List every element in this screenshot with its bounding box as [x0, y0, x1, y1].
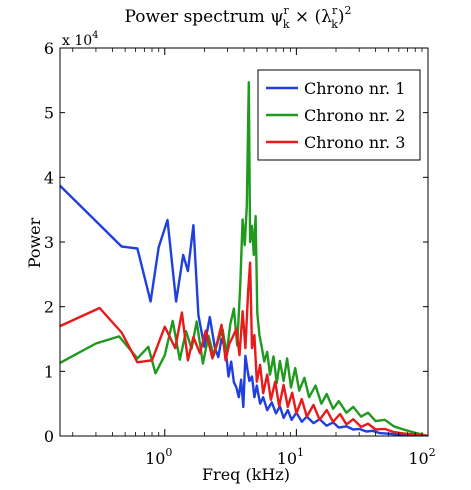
- x-tick-label: 100: [145, 446, 172, 468]
- y-multiplier-base: x 10: [62, 33, 92, 49]
- x-axis-label: Freq (kHz): [202, 465, 290, 484]
- title-psi-sup: r: [284, 4, 290, 17]
- title-times: × (: [289, 7, 321, 27]
- y-tick-label: 2: [44, 298, 54, 317]
- legend-item-chrono-3: Chrono nr. 3: [266, 133, 405, 152]
- y-multiplier-label: x 104: [62, 30, 99, 49]
- title-psi: ψ: [270, 7, 283, 27]
- legend-label: Chrono nr. 2: [304, 106, 405, 125]
- y-tick-label: 0: [44, 427, 54, 446]
- legend-item-chrono-2: Chrono nr. 2: [266, 106, 405, 125]
- plot-area: [60, 81, 428, 436]
- chart-title: Power spectrum ψr k × (λr k)2: [124, 4, 351, 31]
- y-tick-label: 3: [44, 233, 54, 252]
- x-tick-label: 101: [277, 446, 304, 468]
- title-prefix: Power spectrum: [124, 7, 270, 27]
- series-line-chrono-1: [60, 184, 428, 436]
- y-tick-label: 6: [44, 39, 54, 58]
- axes: 0 1 2 3 4 5 6 100 101 102: [44, 39, 436, 468]
- legend-item-chrono-1: Chrono nr. 1: [266, 79, 405, 98]
- series-group: [60, 81, 428, 436]
- legend: Chrono nr. 1 Chrono nr. 2 Chrono nr. 3: [257, 69, 421, 161]
- legend-label: Chrono nr. 3: [304, 133, 405, 152]
- title-lambda: λ: [321, 7, 332, 27]
- y-multiplier-exp: 4: [92, 30, 98, 41]
- y-tick-label: 1: [44, 362, 54, 381]
- series-line-chrono-3: [60, 261, 428, 436]
- y-tick-label: 5: [44, 104, 54, 123]
- title-power: 2: [345, 4, 352, 17]
- y-tick-label: 4: [44, 168, 54, 187]
- x-tick-label: 102: [408, 446, 435, 468]
- title-psi-sub: k: [283, 18, 290, 31]
- y-axis-label: Power: [25, 217, 44, 268]
- legend-label: Chrono nr. 1: [304, 79, 405, 98]
- title-close: ): [338, 7, 345, 27]
- title-lambda-sub: k: [331, 18, 338, 31]
- title-lambda-sup: r: [332, 4, 338, 17]
